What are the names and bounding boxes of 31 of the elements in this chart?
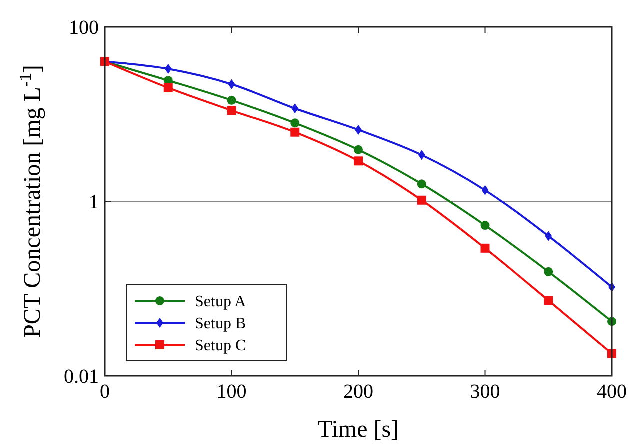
point <box>480 244 490 253</box>
y-tick-label: 100 <box>69 17 99 39</box>
x-axis-title: Time [s] <box>318 417 400 443</box>
point <box>544 296 554 306</box>
point <box>418 150 426 160</box>
point <box>227 106 236 116</box>
x-tick-label: 0 <box>100 381 110 403</box>
point <box>292 104 299 114</box>
point <box>417 196 426 205</box>
legend-label: Setup C <box>195 338 246 355</box>
point <box>482 185 489 196</box>
point <box>417 180 426 189</box>
legend-label: Setup A <box>195 294 247 311</box>
point <box>227 96 236 105</box>
point <box>354 156 363 166</box>
point <box>544 267 554 276</box>
x-tick-label: 200 <box>344 381 374 403</box>
x-tick-label: 400 <box>597 381 627 403</box>
point <box>354 145 363 154</box>
point <box>164 64 172 74</box>
legend-label: Setup B <box>195 316 246 333</box>
point <box>545 231 552 242</box>
y-tick-label: 0.01 <box>64 366 99 388</box>
point <box>228 79 236 90</box>
point <box>290 128 300 137</box>
y-tick-label: 1 <box>89 192 99 214</box>
point <box>164 83 173 92</box>
x-tick-label: 100 <box>216 381 247 403</box>
point <box>480 221 490 230</box>
x-tick-label: 300 <box>470 381 500 403</box>
point <box>290 118 300 128</box>
